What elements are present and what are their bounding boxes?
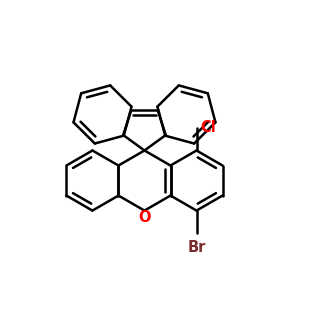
Text: Br: Br [187, 240, 206, 255]
Text: O: O [138, 210, 151, 225]
Text: Cl: Cl [200, 121, 216, 136]
